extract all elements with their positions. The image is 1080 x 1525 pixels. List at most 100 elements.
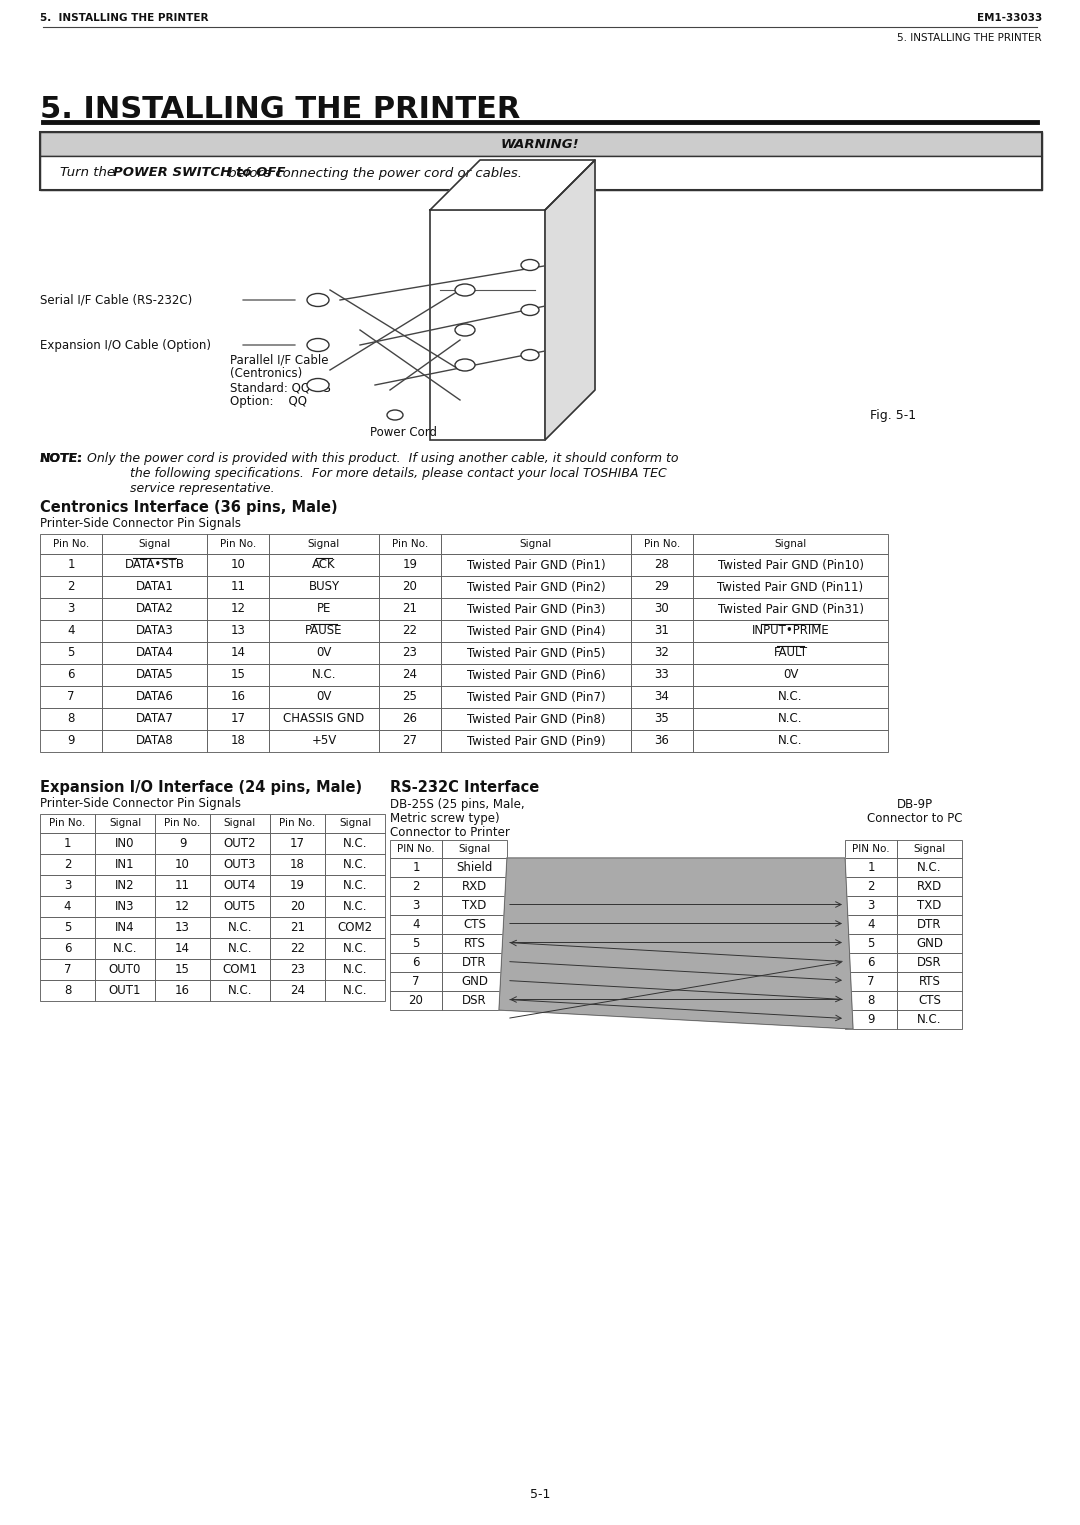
Bar (390, 897, 442, 915)
Text: Signal: Signal (914, 843, 946, 854)
Text: IN1: IN1 (116, 859, 135, 871)
Text: 20: 20 (403, 581, 418, 593)
Text: 24: 24 (403, 668, 418, 682)
Polygon shape (499, 859, 853, 1029)
Text: Twisted Pair GND (Pin6): Twisted Pair GND (Pin6) (467, 668, 605, 682)
Text: 32: 32 (654, 647, 670, 659)
Bar (325, 917, 384, 938)
Text: 13: 13 (230, 625, 245, 637)
Text: DTR: DTR (462, 956, 487, 968)
Text: EM1-33033: EM1-33033 (976, 14, 1042, 23)
Text: DATA4: DATA4 (136, 647, 174, 659)
Bar (40, 959, 95, 981)
Text: 30: 30 (654, 602, 670, 616)
Bar (390, 953, 442, 971)
Text: N.C.: N.C. (342, 837, 367, 849)
Bar (102, 621, 207, 642)
Text: COM1: COM1 (222, 962, 257, 976)
Text: Twisted Pair GND (Pin8): Twisted Pair GND (Pin8) (467, 712, 605, 726)
Text: DB-9P: DB-9P (896, 798, 933, 811)
Text: 25: 25 (403, 691, 418, 703)
Bar (441, 686, 631, 708)
Text: 5: 5 (64, 921, 71, 933)
Bar (270, 833, 325, 854)
Text: ACK: ACK (312, 558, 336, 572)
Bar (95, 917, 156, 938)
Bar (270, 854, 325, 875)
Bar (102, 663, 207, 686)
Text: 6: 6 (413, 956, 420, 968)
Bar (693, 730, 888, 752)
Text: 19: 19 (291, 878, 305, 892)
Text: COM2: COM2 (337, 921, 373, 933)
Text: NOTE:: NOTE: (40, 451, 83, 465)
Text: service representative.: service representative. (130, 482, 274, 496)
Text: Twisted Pair GND (Pin11): Twisted Pair GND (Pin11) (717, 581, 864, 593)
Bar (210, 917, 270, 938)
Bar (845, 971, 897, 991)
Text: 6: 6 (67, 668, 75, 682)
Bar (442, 840, 507, 859)
Text: 18: 18 (291, 859, 305, 871)
Bar (270, 981, 325, 1000)
Bar (102, 534, 207, 554)
Text: DSR: DSR (462, 994, 487, 1007)
Text: N.C.: N.C. (342, 859, 367, 871)
Text: CTS: CTS (463, 918, 486, 930)
Bar (325, 814, 384, 833)
Text: 4: 4 (413, 918, 420, 930)
Ellipse shape (455, 323, 475, 336)
Bar (379, 686, 441, 708)
Bar (270, 875, 325, 897)
Bar (693, 534, 888, 554)
Bar (845, 840, 897, 859)
Bar (631, 663, 693, 686)
Text: 9: 9 (179, 837, 186, 849)
Text: 3: 3 (413, 900, 420, 912)
Bar (897, 840, 962, 859)
Bar (693, 598, 888, 621)
Text: Signal: Signal (109, 819, 141, 828)
Bar (40, 917, 95, 938)
Text: N.C.: N.C. (228, 921, 253, 933)
Text: 15: 15 (175, 962, 190, 976)
Bar (95, 875, 156, 897)
Bar (693, 621, 888, 642)
Text: Expansion I/O Cable (Option): Expansion I/O Cable (Option) (40, 339, 211, 351)
Text: 0V: 0V (316, 647, 332, 659)
Text: Parallel I/F Cable: Parallel I/F Cable (230, 354, 328, 366)
Bar (325, 938, 384, 959)
Bar (390, 991, 442, 1010)
Bar (269, 554, 379, 576)
Text: N.C.: N.C. (779, 691, 802, 703)
Bar (325, 981, 384, 1000)
Bar (40, 663, 102, 686)
Text: 8: 8 (867, 994, 875, 1007)
Text: Power Cord: Power Cord (370, 427, 437, 439)
Text: 9: 9 (867, 1013, 875, 1026)
Text: DB-25S (25 pins, Male,: DB-25S (25 pins, Male, (390, 798, 525, 811)
Text: N.C.: N.C. (112, 942, 137, 955)
Text: 0V: 0V (316, 691, 332, 703)
Bar (40, 621, 102, 642)
Text: 34: 34 (654, 691, 670, 703)
Ellipse shape (521, 349, 539, 360)
Bar (95, 938, 156, 959)
Text: OUT4: OUT4 (224, 878, 256, 892)
Text: Fig. 5-1: Fig. 5-1 (870, 409, 916, 421)
Bar (270, 917, 325, 938)
Bar (40, 875, 95, 897)
Text: 19: 19 (403, 558, 418, 572)
Bar (897, 897, 962, 915)
Text: IN4: IN4 (116, 921, 135, 933)
Text: TXD: TXD (462, 900, 487, 912)
Bar (897, 915, 962, 933)
Text: 21: 21 (403, 602, 418, 616)
Text: 14: 14 (230, 647, 245, 659)
Text: Twisted Pair GND (Pin9): Twisted Pair GND (Pin9) (467, 735, 605, 747)
Text: Signal: Signal (339, 819, 372, 828)
Bar (390, 971, 442, 991)
Text: Only the power cord is provided with this product.  If using another cable, it s: Only the power cord is provided with thi… (87, 451, 678, 465)
Text: N.C.: N.C. (342, 984, 367, 997)
Text: GND: GND (461, 974, 488, 988)
